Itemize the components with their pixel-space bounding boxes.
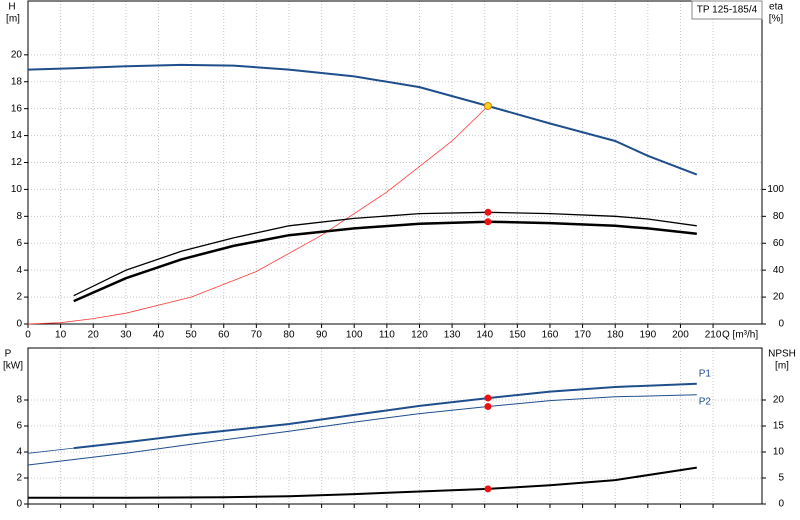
operating-point [484,394,492,402]
y2-tick-label: 20 [773,292,785,303]
y2-tick-label: 0 [778,319,784,330]
curve [73,220,697,303]
y-tick-label: 20 [11,49,23,60]
curve [27,394,697,466]
plot-frame [27,0,763,325]
y2-tick-label: 40 [773,265,785,276]
x-tick-label: 210 [705,330,722,341]
y-axis-label: H [8,2,15,13]
y2-tick-label: 15 [773,421,785,432]
y-tick-label: 14 [11,130,23,141]
chart-title: TP 125-185/4 [697,5,758,16]
operating-point [484,218,492,226]
curve [28,466,697,499]
x-tick-label: 70 [251,330,263,341]
curve [73,211,697,297]
operating-point [484,208,492,216]
x-tick-label: 40 [153,330,165,341]
y2-tick-label: 0 [778,499,784,510]
x-tick-label: 60 [218,330,230,341]
operating-point [484,485,492,493]
series-label: P1 [699,368,712,379]
x-tick-label: 80 [283,330,295,341]
y-tick-label: 0 [16,319,22,330]
y-tick-label: 12 [11,157,23,168]
y-tick-label: 0 [16,499,22,510]
y-tick-label: 16 [11,103,23,114]
series-label: P2 [699,396,712,407]
y2-axis-unit: [%] [769,14,784,25]
curve [27,105,489,325]
y2-tick-label: 60 [773,238,785,249]
x-tick-label: 200 [672,330,689,341]
y-tick-label: 2 [16,292,22,303]
y-tick-label: 4 [16,447,22,458]
y2-tick-label: 10 [773,447,785,458]
y-tick-label: 8 [16,211,22,222]
x-tick-label: 100 [346,330,363,341]
y-tick-label: 18 [11,76,23,87]
plot-frame [27,347,763,505]
y2-axis-label: NPSH [768,349,796,360]
y-axis-unit: [kW] [3,361,23,372]
y2-tick-label: 80 [773,211,785,222]
y-tick-label: 4 [16,265,22,276]
curve [27,63,698,176]
x-tick-label: 150 [509,330,526,341]
x-tick-label: 0 [25,330,31,341]
x-tick-label: 120 [411,330,428,341]
x-tick-label: 160 [542,330,559,341]
x-tick-label: 10 [55,330,67,341]
y2-tick-label: 5 [778,473,784,484]
operating-point [484,403,492,410]
x-tick-label: 140 [476,330,493,341]
x-tick-label: 180 [607,330,624,341]
y-axis-unit: [m] [6,14,20,25]
y-tick-label: 6 [16,421,22,432]
curve [27,447,74,454]
y-axis-label: P [5,349,12,360]
y-tick-label: 8 [16,395,22,406]
x-axis-label: Q [m³/h] [722,330,758,341]
x-tick-label: 170 [574,330,591,341]
x-tick-label: 190 [639,330,656,341]
curve [73,382,697,450]
x-tick-label: 90 [316,330,328,341]
y-tick-label: 2 [16,473,22,484]
x-tick-label: 130 [444,330,461,341]
y-tick-label: 6 [16,238,22,249]
x-tick-label: 110 [379,330,395,341]
x-tick-label: 30 [120,330,132,341]
y2-tick-label: 20 [773,395,785,406]
x-tick-label: 20 [88,330,100,341]
y-tick-label: 10 [11,184,23,195]
x-tick-label: 50 [186,330,198,341]
title-box [691,0,763,20]
operating-point [483,101,492,110]
y2-axis-unit: [m] [775,361,789,372]
y2-tick-label: 100 [767,184,784,195]
y2-axis-label: eta [769,2,783,13]
